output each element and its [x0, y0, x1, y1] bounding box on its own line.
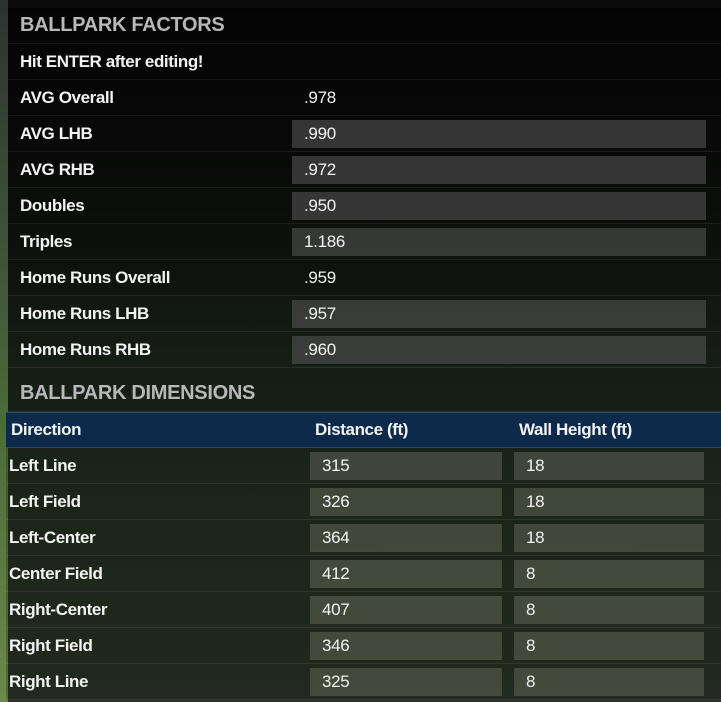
factor-row: Triples 1.186	[8, 224, 721, 260]
factor-label: Home Runs Overall	[20, 267, 171, 287]
factor-input[interactable]: .972	[292, 156, 706, 184]
direction-label: Center Field	[9, 563, 103, 583]
wall-height-input[interactable]	[514, 632, 704, 660]
wall-height-input[interactable]	[514, 596, 704, 624]
hint-text: Hit ENTER after editing!	[20, 51, 204, 71]
distance-input[interactable]	[310, 632, 502, 660]
factor-input[interactable]: .950	[292, 192, 706, 220]
factor-row-hr-overall: Home Runs Overall .959	[8, 260, 721, 296]
factor-row: Home Runs RHB .960	[8, 332, 721, 368]
direction-label: Right Line	[9, 671, 89, 691]
distance-input[interactable]	[310, 524, 502, 552]
factors-title-row: BALLPARK FACTORS	[8, 8, 721, 44]
factor-input[interactable]: .990	[292, 120, 706, 148]
dimensions-title-row: BALLPARK DIMENSIONS	[8, 368, 721, 412]
factor-label: Home Runs RHB	[20, 339, 151, 359]
distance-input[interactable]	[310, 596, 502, 624]
factor-value: .978	[304, 87, 336, 107]
dimension-row: Left Line	[6, 448, 721, 484]
dimension-row: Right Line	[6, 664, 721, 700]
column-header-wall-height: Wall Height (ft)	[519, 420, 632, 439]
distance-input[interactable]	[310, 452, 502, 480]
direction-label: Right Field	[9, 635, 93, 655]
factor-label: AVG LHB	[20, 123, 93, 143]
wall-height-input[interactable]	[514, 560, 704, 588]
dimension-row: Right-Center	[6, 592, 721, 628]
factor-row: Doubles .950	[8, 188, 721, 224]
factor-label: Home Runs LHB	[20, 303, 149, 323]
background-edge	[0, 0, 8, 702]
distance-input[interactable]	[310, 560, 502, 588]
dimension-row: Left-Center	[6, 520, 721, 556]
factor-row: AVG RHB .972	[8, 152, 721, 188]
distance-input[interactable]	[310, 488, 502, 516]
factors-title: BALLPARK FACTORS	[20, 14, 225, 36]
dimension-row: Right Field	[6, 628, 721, 664]
factor-input[interactable]: 1.186	[292, 228, 706, 256]
factor-row-avg-overall: AVG Overall .978	[8, 80, 721, 116]
wall-height-input[interactable]	[514, 452, 704, 480]
direction-label: Left-Center	[9, 527, 96, 547]
column-header-distance: Distance (ft)	[315, 420, 409, 439]
dimensions-title: BALLPARK DIMENSIONS	[20, 382, 256, 404]
ballpark-panel: BALLPARK FACTORS Hit ENTER after editing…	[6, 8, 721, 700]
factor-value: .959	[304, 267, 336, 287]
factor-row: Home Runs LHB .957	[8, 296, 721, 332]
factor-label: AVG Overall	[20, 87, 114, 107]
factor-row: AVG LHB .990	[8, 116, 721, 152]
dimension-row: Left Field	[6, 484, 721, 520]
direction-label: Left Line	[9, 455, 77, 475]
wall-height-input[interactable]	[514, 488, 704, 516]
factor-label: AVG RHB	[20, 159, 95, 179]
dimensions-header: Direction Distance (ft) Wall Height (ft)	[6, 412, 721, 448]
factor-input[interactable]: .960	[292, 336, 706, 364]
wall-height-input[interactable]	[514, 668, 704, 696]
direction-label: Left Field	[9, 491, 81, 511]
factor-label: Doubles	[20, 195, 85, 215]
column-header-direction: Direction	[11, 420, 82, 439]
factor-input[interactable]: .957	[292, 300, 706, 328]
direction-label: Right-Center	[9, 599, 108, 619]
distance-input[interactable]	[310, 668, 502, 696]
factor-label: Triples	[20, 231, 73, 251]
wall-height-input[interactable]	[514, 524, 704, 552]
dimension-row: Center Field	[6, 556, 721, 592]
hint-row: Hit ENTER after editing!	[8, 44, 721, 80]
